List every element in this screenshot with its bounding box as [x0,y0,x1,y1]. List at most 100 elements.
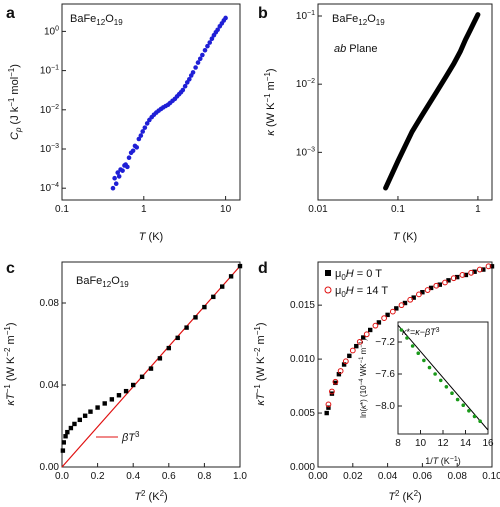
panel-a-point [223,15,228,21]
inset-fit-line [397,324,489,431]
panel-d-ytick-label-3: 0.015 [290,300,315,311]
panel-c-point [88,409,93,414]
panel-a-point [187,76,192,82]
panel-b-ytick-label-2: 10−1 [296,10,315,22]
panel-d-point-0T [402,300,408,306]
panel-d-point-14T [325,401,332,408]
inset-point [438,378,443,383]
panel-d-inset: κ*=κ−βT3 1/T (K−1) ln(κ*) (10−4 WK−1 m−1… [359,321,494,466]
panel-d-point-0T [428,285,434,291]
panel-c-xlabel: T2 (K2) [134,489,167,503]
panel-d-legend-label-0T: μ0H = 0 T [335,268,382,282]
panel-d-point-0T [446,278,451,283]
panel-a-point [120,168,125,173]
inset-xtick-label-2: 12 [437,438,449,449]
panel-d-point-0T [481,267,486,272]
panel-a-point [209,36,215,42]
panel-d-point-0T [324,410,329,416]
panel-d-point-0T [420,290,425,295]
panel-b-ytick-label-1: 10−2 [296,78,315,90]
inset-xtick-label-1: 10 [415,438,427,449]
panel-c-frame [61,261,241,468]
panel-a-point [138,133,144,138]
panel-d-xtick-label-5: 0.10 [482,471,500,482]
panel-b-annotation: BaFe12O19 [332,13,385,27]
panel-c-xtick-label-1: 0.2 [91,471,105,482]
panel-d-ytick-label-0: 0.000 [290,462,315,473]
panel-d-point-14T [356,338,363,345]
panel-d-point-14T [424,287,431,293]
inset-point [461,403,466,408]
panel-d-point-14T [381,315,388,322]
panel-a-xtick-label-1: 1 [141,204,147,215]
panel-c-point [68,425,74,431]
panel-d-point-14T [342,358,349,365]
panel-a-point [190,70,196,75]
panel-d-point-14T [476,266,483,273]
panel-d-ytick-label-1: 0.005 [290,408,315,419]
inset-point [455,397,460,402]
panel-d-point-0T [385,312,390,318]
panel-a-point [134,145,140,150]
panel-d-xlabel: T2 (K2) [388,489,421,503]
panel-a-ytick-label-4: 100 [44,25,59,37]
panel-letter-d: d [258,260,268,277]
panel-a-point [130,148,136,154]
panel-d-legend-marker-14T [324,286,332,294]
panel-a-ytick-label-0: 10−4 [40,182,59,194]
panel-c-legend-label: βT3 [121,430,140,444]
panel-c-point [72,421,77,427]
panel-a-point [110,185,116,191]
panel-b: b BaFe12O19 ab Plane T (K) κ (W K−1 m−1)… [258,3,493,243]
panel-letter-c: c [6,260,15,277]
panel-d-point-0T [347,353,352,359]
panel-c-point [220,284,225,289]
panel-b-ylabel: κ (W K−1 m−1) [263,68,277,135]
panel-c-point [175,335,180,341]
panel-a-point [202,47,208,53]
panel-c: c BaFe12O19 βT3 T2 (K2) κT−1 (W K−2 m−1)… [3,260,247,503]
panel-a-point [215,27,220,33]
inset-point [478,419,482,424]
panel-d-point-14T [372,322,379,329]
panel-d-xtick-label-1: 0.02 [343,471,363,482]
panel-d-xtick-label-2: 0.04 [378,471,398,482]
panel-d-point-14T [349,347,356,354]
panel-d-point-14T [329,388,335,395]
panel-d-point-14T [468,269,475,276]
panel-d-point-0T [368,327,373,333]
panel-d-point-14T [398,302,405,309]
panel-a-point [113,181,119,187]
inset-point [427,365,432,370]
panel-d-point-14T [332,378,339,385]
inset-ylabel: ln(κ*) (10−4 WK−1 m−1) [359,338,368,418]
panel-d-point-0T [333,380,338,386]
inset-ytick-label-0: −7.2 [375,337,395,348]
panel-d-xtick-label-3: 0.06 [413,471,433,482]
panel-d-point-14T [337,368,344,374]
panel-d-point-0T [455,274,460,280]
panel-d-legend-marker-0T [325,270,331,276]
panel-c-xtick-label-4: 0.8 [197,471,211,482]
panel-b-xtick-label-0: 0.01 [308,204,328,215]
panel-b-xtick-label-1: 0.1 [391,204,405,215]
panel-c-point [131,382,136,388]
panel-a: a BaFe12O19 T (K) Cp (J k−1 mol−1) 0.1 1 1… [6,3,241,243]
panel-c-point [109,397,115,402]
panel-a-point [180,87,186,93]
panel-d-point-14T [442,279,448,286]
panel-d-point-0T [437,282,442,287]
panel-b-annotation-2: ab Plane [334,43,377,55]
inset-xtick-label-4: 16 [482,438,494,449]
panel-c-point [139,374,145,379]
panel-c-point [61,440,66,445]
inset-point [450,391,454,396]
panel-c-point [82,413,88,418]
panel-c-point [102,401,107,406]
panel-c-ytick-label-2: 0.08 [40,298,60,309]
panel-a-point [112,175,117,181]
panel-a-point [182,83,188,89]
panel-a-point [136,136,142,142]
panel-b-xtick-label-2: 1 [475,204,481,215]
panel-a-point [125,164,130,170]
